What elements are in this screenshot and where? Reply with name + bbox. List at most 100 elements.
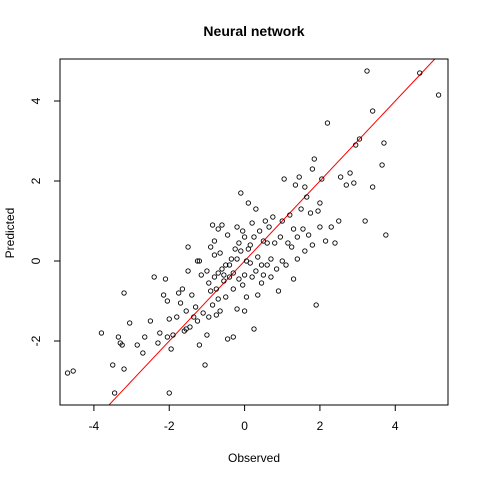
data-point [238, 190, 244, 196]
data-point [215, 226, 221, 232]
data-point [285, 240, 291, 246]
data-point [64, 370, 71, 376]
data-point [283, 262, 289, 268]
data-point [290, 276, 297, 282]
data-point [266, 224, 272, 230]
data-point [336, 218, 342, 224]
data-point [209, 302, 216, 308]
reference-line-layer [108, 58, 436, 406]
data-point [417, 70, 423, 76]
data-point [230, 334, 236, 340]
data-point [247, 260, 253, 266]
data-point [383, 232, 389, 238]
data-point [230, 270, 236, 276]
data-point [187, 324, 193, 330]
data-point [217, 308, 223, 314]
y-tick-label: 0 [29, 257, 43, 264]
data-point [221, 278, 227, 284]
data-point [213, 312, 219, 318]
x-tick-label: 4 [392, 419, 399, 433]
data-point [328, 224, 334, 230]
data-point [194, 258, 201, 264]
data-point [309, 166, 316, 172]
data-point [236, 240, 242, 246]
data-point [279, 258, 285, 264]
data-point [281, 176, 287, 182]
data-point [179, 286, 186, 292]
data-point [226, 262, 233, 268]
data-point [241, 234, 248, 240]
data-point [270, 214, 276, 220]
data-point [236, 276, 242, 282]
data-point [198, 272, 204, 278]
data-point [183, 308, 189, 314]
data-point [208, 244, 214, 250]
data-point [155, 340, 161, 346]
x-axis-title: Observed [228, 451, 280, 465]
data-point [192, 304, 199, 310]
data-point [249, 274, 255, 280]
data-point [238, 248, 244, 254]
data-point [255, 292, 261, 298]
data-point [275, 288, 282, 294]
data-point [215, 296, 221, 302]
data-point [223, 294, 229, 300]
data-point [162, 276, 169, 282]
data-point [309, 242, 316, 248]
data-point [70, 368, 76, 374]
data-point [353, 142, 359, 148]
data-point [240, 228, 246, 234]
data-point [296, 174, 302, 180]
data-point [304, 194, 310, 200]
data-point [98, 330, 105, 336]
data-point [191, 314, 197, 320]
data-point [317, 200, 323, 206]
data-point [200, 310, 206, 316]
data-point [111, 390, 118, 396]
reference-line [108, 58, 436, 406]
data-point [115, 334, 122, 340]
data-point [142, 334, 148, 340]
data-point [164, 334, 171, 340]
data-point [257, 228, 263, 234]
data-point [305, 232, 312, 238]
data-point [174, 314, 180, 320]
data-point [381, 140, 387, 146]
data-point [262, 218, 268, 224]
data-point [319, 176, 325, 182]
data-point [264, 240, 270, 246]
data-point [221, 272, 227, 278]
data-point [189, 292, 195, 298]
data-point [211, 252, 218, 258]
data-point [370, 108, 376, 114]
data-point [209, 222, 216, 228]
data-point [140, 350, 146, 356]
data-point [226, 274, 233, 280]
data-point [204, 332, 210, 338]
data-point [119, 342, 125, 348]
data-point [157, 330, 163, 336]
data-point [290, 226, 297, 232]
data-point [337, 174, 344, 180]
data-point [151, 274, 157, 280]
data-point [234, 256, 240, 262]
data-point [166, 316, 172, 322]
data-point [379, 162, 385, 168]
data-point [224, 232, 231, 238]
data-point [258, 262, 265, 268]
data-point [324, 120, 331, 126]
data-point [234, 306, 240, 312]
data-point [170, 332, 176, 338]
data-point [272, 240, 278, 246]
data-point [253, 206, 259, 212]
y-tick-label: 4 [29, 97, 43, 104]
data-point [292, 182, 299, 188]
data-point [311, 156, 317, 162]
data-point [185, 244, 191, 250]
data-point [121, 366, 127, 372]
y-tick-label: -2 [29, 335, 43, 346]
data-point [166, 390, 172, 396]
data-point [234, 224, 240, 230]
data-point [177, 300, 184, 306]
